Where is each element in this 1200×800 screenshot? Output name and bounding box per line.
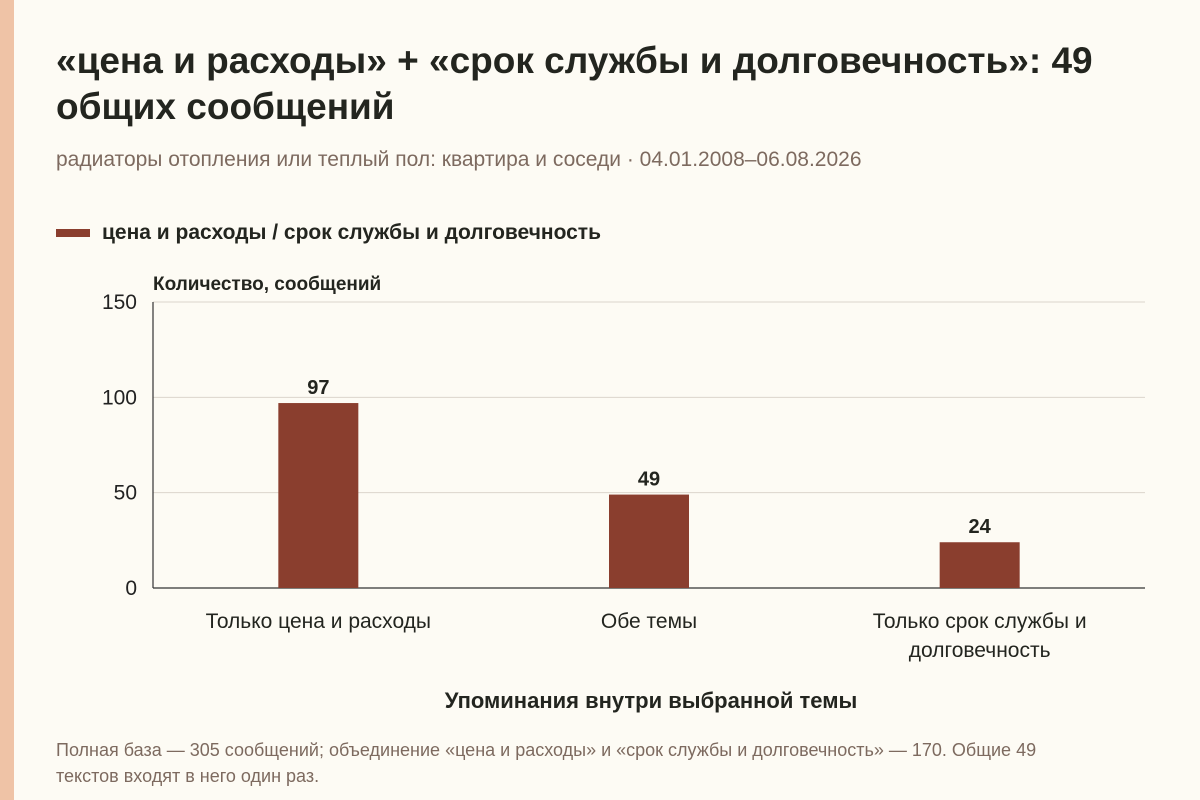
accent-strip <box>0 0 14 800</box>
x-tick-label: Только срок службы и <box>873 610 1087 633</box>
legend: цена и расходы / срок службы и долговечн… <box>56 218 601 248</box>
y-tick-label: 50 <box>114 482 137 505</box>
footnote: Полная база — 305 сообщений; объединение… <box>56 740 1037 786</box>
chart-subtitle: радиаторы отопления или теплый пол: квар… <box>56 148 862 171</box>
data-label: 49 <box>638 469 660 491</box>
bar <box>609 494 689 588</box>
y-tick-label: 100 <box>102 386 137 409</box>
chart-title: «цена и расходы» + «срок службы и долгов… <box>56 40 1093 127</box>
y-tick-label: 150 <box>102 291 137 314</box>
bar <box>939 542 1020 588</box>
bar <box>278 403 359 588</box>
x-axis-label: Упоминания внутри выбранной темы <box>445 688 858 713</box>
data-label: 24 <box>969 516 992 538</box>
y-tick-label: 0 <box>125 577 137 600</box>
x-tick-label: Только цена и расходы <box>206 610 431 633</box>
y-axis-label: Количество, сообщений <box>153 274 382 295</box>
x-tick-label: Обе темы <box>601 610 697 633</box>
data-label: 97 <box>307 377 329 399</box>
legend-label: цена и расходы / срок службы и долговечн… <box>102 221 602 244</box>
x-tick-label: долговечность <box>909 639 1051 662</box>
legend-swatch <box>56 229 90 237</box>
